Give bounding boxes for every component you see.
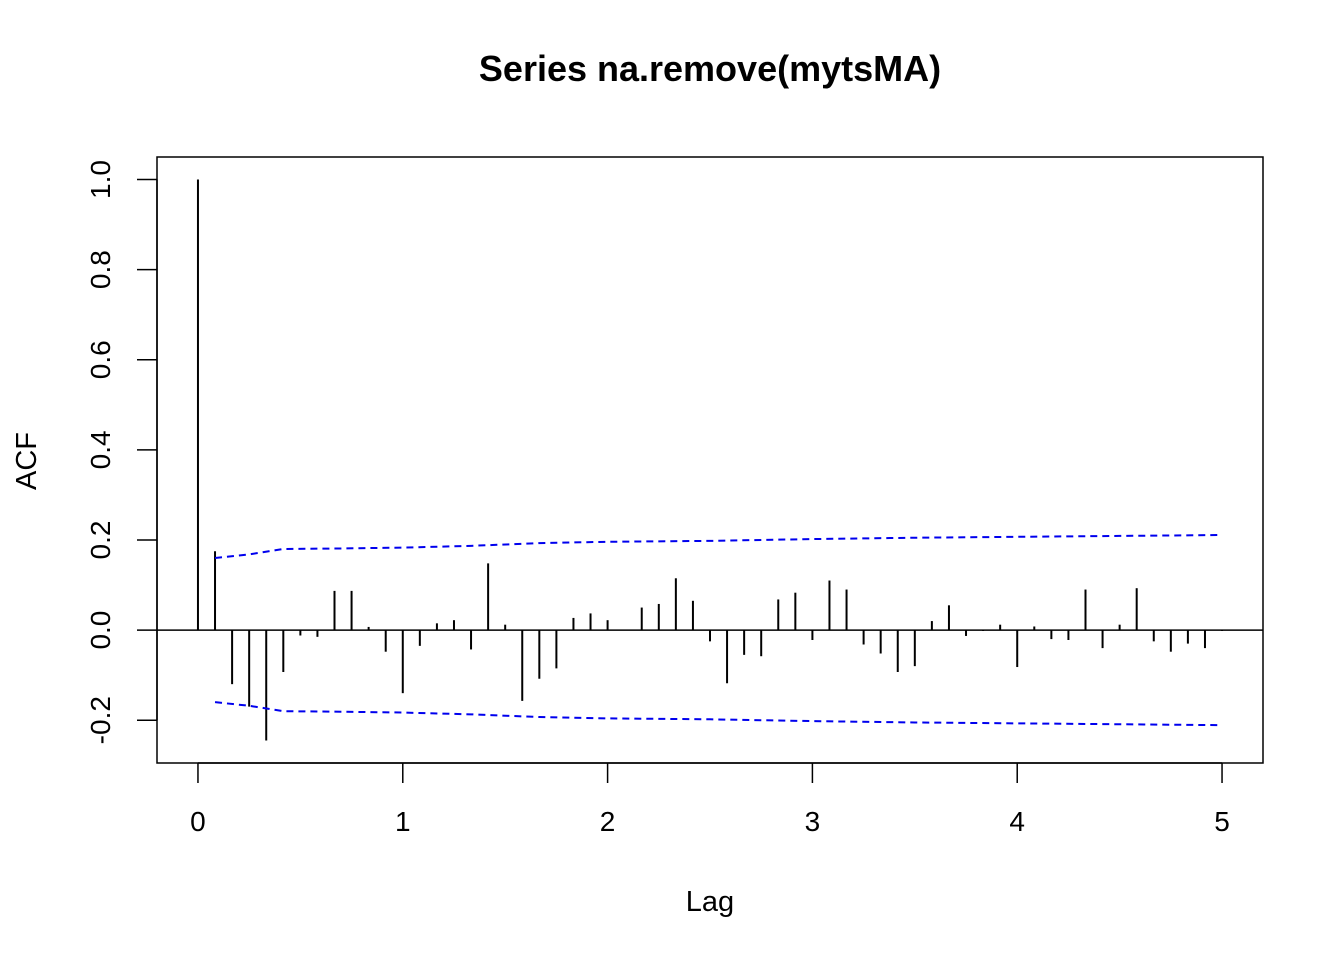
x-tick-label: 0 [190, 806, 206, 837]
x-axis-label: Lag [686, 886, 734, 918]
y-tick-label: 0.0 [85, 611, 116, 650]
y-axis-label: ACF [11, 432, 43, 490]
x-tick-label: 5 [1214, 806, 1230, 837]
y-tick-label: 1.0 [85, 160, 116, 199]
y-tick-label: 0.8 [85, 250, 116, 289]
x-tick-label: 1 [395, 806, 411, 837]
y-axis: -0.2 0.0 0.2 0.4 0.6 0.8 1.0 [85, 160, 158, 744]
plot-box [156, 156, 1264, 764]
y-tick-label: 0.4 [85, 430, 116, 469]
upper-confidence-line [214, 534, 1223, 559]
x-tick-label: 4 [1009, 806, 1025, 837]
chart-title: Series na.remove(mytsMA) [479, 48, 941, 89]
x-tick-label: 2 [600, 806, 616, 837]
y-tick-label: -0.2 [85, 696, 116, 744]
y-tick-label: 0.6 [85, 340, 116, 379]
y-tick-label: 0.2 [85, 521, 116, 560]
lower-confidence-line [214, 701, 1223, 727]
plot-area [157, 179, 1263, 741]
x-axis: 0 1 2 3 4 5 [190, 762, 1230, 837]
x-tick-label: 3 [805, 806, 821, 837]
